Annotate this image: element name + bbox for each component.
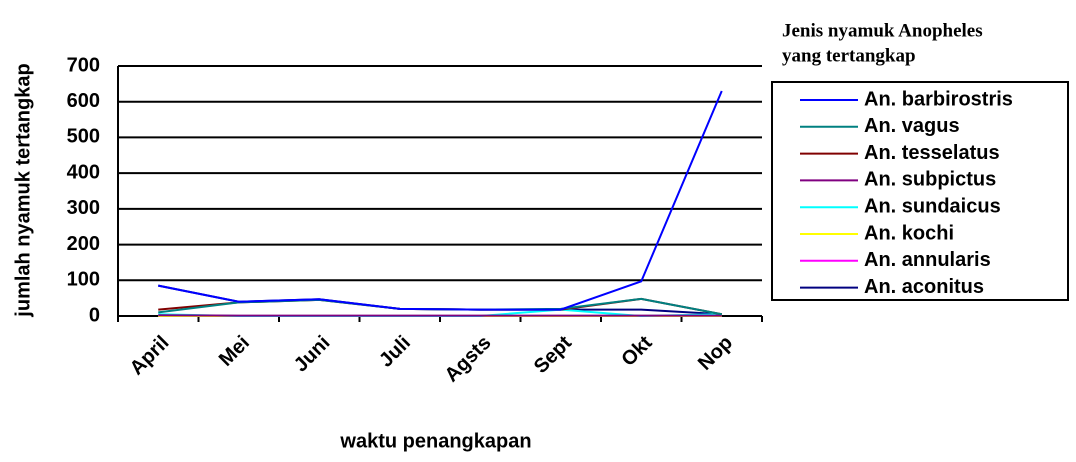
legend-title: Jenis nyamuk Anopheles	[782, 20, 983, 41]
y-tick-label: 0	[89, 304, 100, 326]
x-tick-label: Okt	[617, 331, 656, 370]
y-tick-label: 300	[67, 197, 100, 219]
x-tick-label: Mei	[215, 332, 254, 371]
legend-title: yang tertangkap	[782, 45, 916, 66]
x-tick-label: April	[126, 332, 174, 380]
x-tick-label: Juni	[290, 332, 335, 377]
x-tick-label: Agsts	[441, 332, 496, 387]
legend-label: An. barbirostris	[864, 88, 1013, 110]
y-tick-label: 400	[67, 161, 100, 183]
y-tick-label: 600	[67, 90, 100, 112]
legend-label: An. kochi	[864, 222, 954, 244]
y-tick-label: 500	[67, 126, 100, 148]
legend-label: An. vagus	[864, 115, 960, 137]
x-axis-label: waktu penangkapan	[339, 430, 531, 452]
legend-label: An. annularis	[864, 249, 991, 271]
legend-label: An. sundaicus	[864, 195, 1001, 217]
y-axis-label: jumlah nyamuk tertangkap	[12, 63, 34, 317]
x-tick-label: Nop	[694, 332, 737, 375]
y-tick-label: 200	[67, 233, 100, 255]
legend-label: An. tesselatus	[864, 142, 1000, 164]
y-tick-label: 700	[67, 54, 100, 76]
legend-label: An. subpictus	[864, 169, 996, 191]
legend-box	[771, 81, 1069, 301]
y-tick-label: 100	[67, 269, 100, 291]
series-line	[158, 90, 723, 311]
x-tick-label: Juli	[375, 332, 415, 372]
legend-label: An. aconitus	[864, 276, 984, 298]
x-tick-label: Sept	[530, 331, 576, 377]
